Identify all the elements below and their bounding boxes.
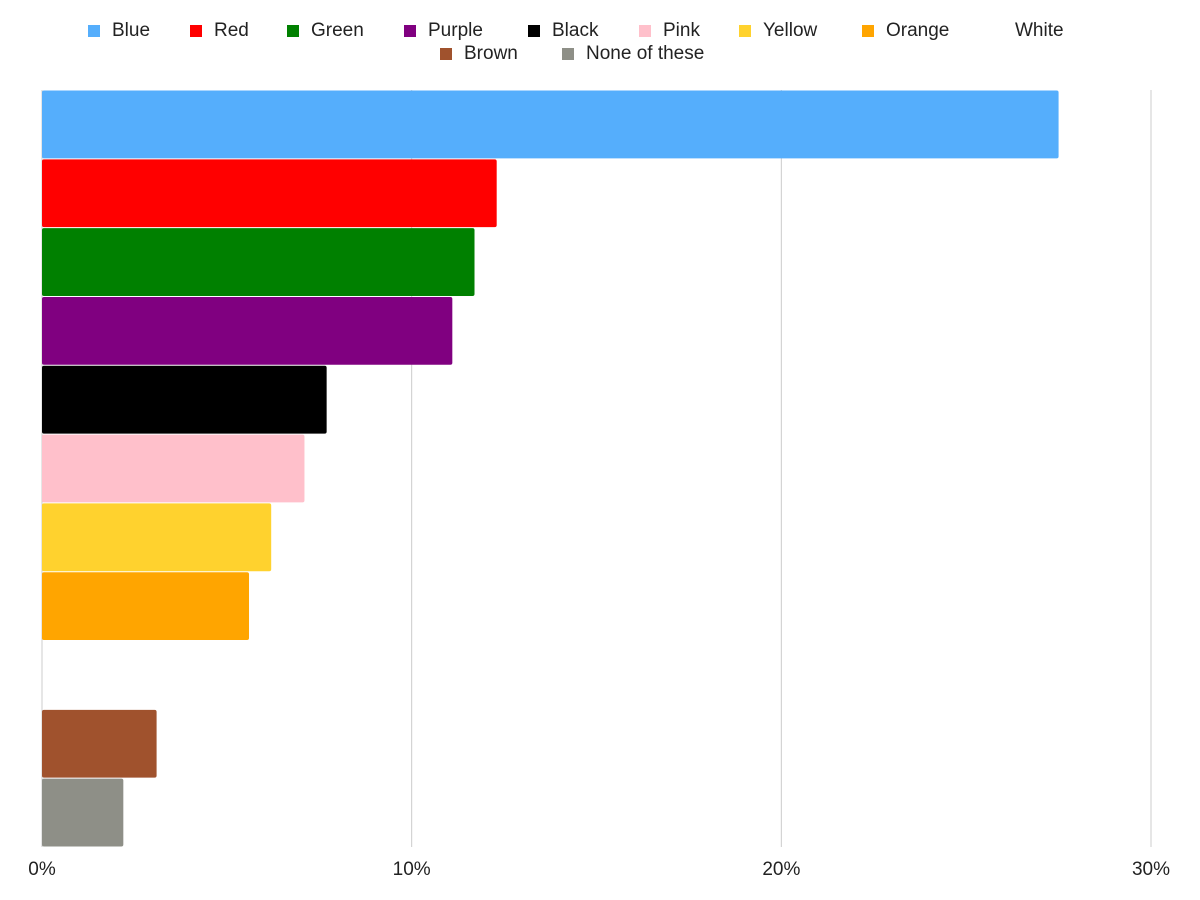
- bar: [42, 228, 475, 296]
- legend-marker: [404, 25, 416, 37]
- bar: [42, 90, 1059, 159]
- legend-marker: [190, 25, 202, 37]
- bar: [42, 709, 157, 778]
- bar: [42, 778, 124, 847]
- legend-label: White: [1015, 20, 1064, 41]
- legend-marker: [991, 25, 1003, 37]
- legend-label: None of these: [586, 43, 704, 64]
- legend-label: Black: [552, 20, 599, 41]
- x-tick-label: 0%: [28, 859, 56, 880]
- bar: [42, 159, 497, 228]
- legend-label: Purple: [428, 20, 483, 41]
- legend-label: Brown: [464, 43, 518, 64]
- x-tick-label: 10%: [393, 859, 431, 880]
- legend-marker: [528, 25, 540, 37]
- bar: [42, 572, 250, 641]
- bar: [42, 296, 453, 365]
- legend-label: Green: [311, 20, 364, 41]
- legend-label: Pink: [663, 20, 700, 41]
- legend-marker: [862, 25, 874, 37]
- legend-marker: [440, 48, 452, 60]
- bar: [42, 434, 305, 503]
- legend-marker: [287, 25, 299, 37]
- legend-label: Red: [214, 20, 249, 41]
- legend-label: Yellow: [763, 20, 818, 41]
- bar: [42, 503, 272, 572]
- legend-label: Blue: [112, 20, 150, 41]
- legend-label: Orange: [886, 20, 949, 41]
- legend-marker: [639, 25, 651, 37]
- bar: [42, 365, 327, 434]
- x-tick-label: 20%: [762, 859, 800, 880]
- legend-marker: [739, 25, 751, 37]
- x-tick-label: 30%: [1132, 859, 1170, 880]
- legend-marker: [88, 25, 100, 37]
- legend-marker: [562, 48, 574, 60]
